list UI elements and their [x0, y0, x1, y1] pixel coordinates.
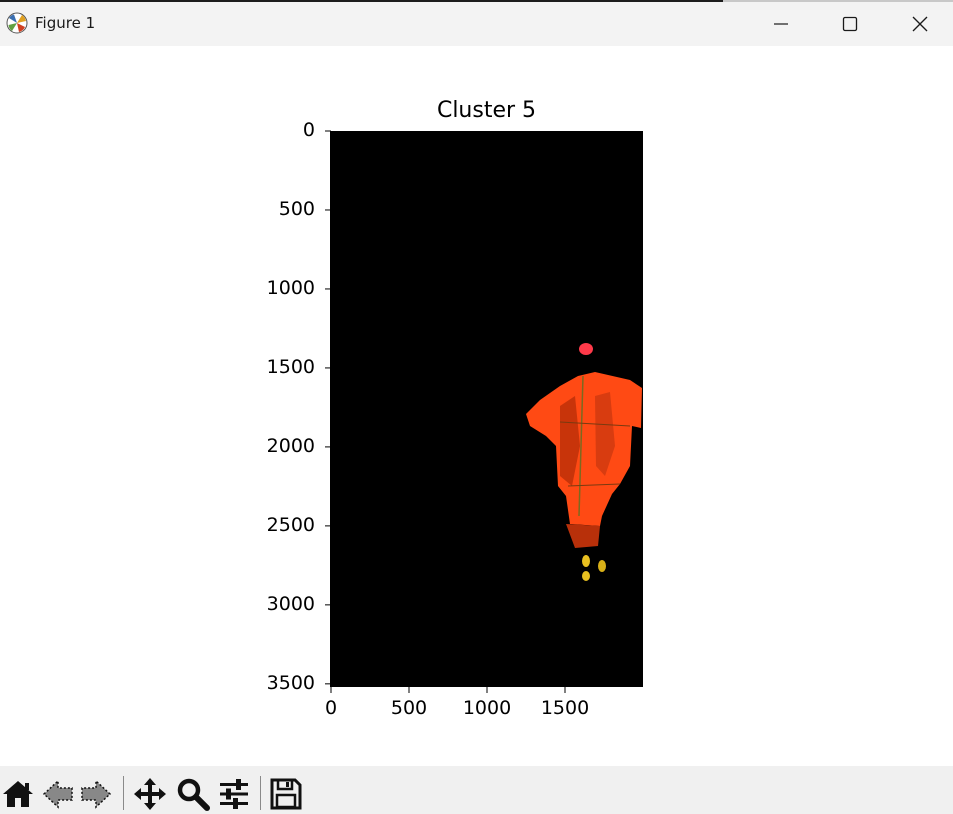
configure-subplots-button[interactable]	[216, 776, 252, 812]
titlebar-accent	[723, 0, 953, 2]
forward-button[interactable]	[78, 776, 114, 812]
save-icon	[270, 778, 302, 810]
y-tick-label: 1500	[266, 355, 315, 378]
pan-icon	[134, 778, 166, 810]
close-icon	[912, 16, 928, 32]
x-tick-label: 1000	[462, 697, 512, 719]
forward-icon	[81, 779, 112, 809]
pan-button[interactable]	[132, 776, 168, 812]
y-tick-label: 2500	[266, 513, 315, 536]
back-icon	[42, 779, 73, 809]
toolbar-separator	[123, 776, 124, 810]
y-tick-marks	[325, 130, 331, 685]
maximize-icon	[842, 16, 858, 32]
close-button[interactable]	[885, 2, 953, 46]
home-icon	[3, 781, 33, 807]
maximize-button[interactable]	[815, 2, 885, 46]
axes-title: Cluster 5	[436, 98, 537, 123]
x-tick-marks	[330, 687, 566, 693]
y-tick-label: 3500	[266, 671, 315, 694]
minimize-icon	[774, 23, 788, 25]
configure-subplots-icon	[220, 779, 248, 809]
zoom-icon	[177, 778, 210, 811]
zoom-button[interactable]	[175, 776, 211, 812]
y-tick-label: 3000	[266, 592, 315, 615]
x-tick-label: 1500	[540, 697, 590, 719]
x-tick-label: 0	[324, 697, 338, 719]
back-button[interactable]	[40, 776, 76, 812]
y-tick-label: 500	[278, 197, 315, 220]
y-tick-label: 0	[302, 119, 315, 141]
home-button[interactable]	[0, 776, 36, 812]
figure-canvas[interactable]: Cluster 5 0 500 1000 1500 2000 2500 3000 3	[0, 46, 953, 766]
navigation-toolbar	[0, 766, 953, 814]
axes-frame	[330, 131, 643, 687]
cluster-subject	[526, 343, 642, 581]
matplotlib-icon	[6, 12, 28, 34]
plot-area[interactable]	[0, 46, 953, 766]
x-tick-label: 500	[390, 697, 428, 719]
minimize-button[interactable]	[746, 2, 816, 46]
save-button[interactable]	[268, 776, 304, 812]
y-tick-label: 1000	[266, 276, 315, 299]
y-tick-label: 2000	[266, 434, 315, 457]
window-titlebar: Figure 1	[0, 0, 953, 46]
window-title: Figure 1	[35, 14, 96, 32]
toolbar-separator	[260, 776, 261, 810]
